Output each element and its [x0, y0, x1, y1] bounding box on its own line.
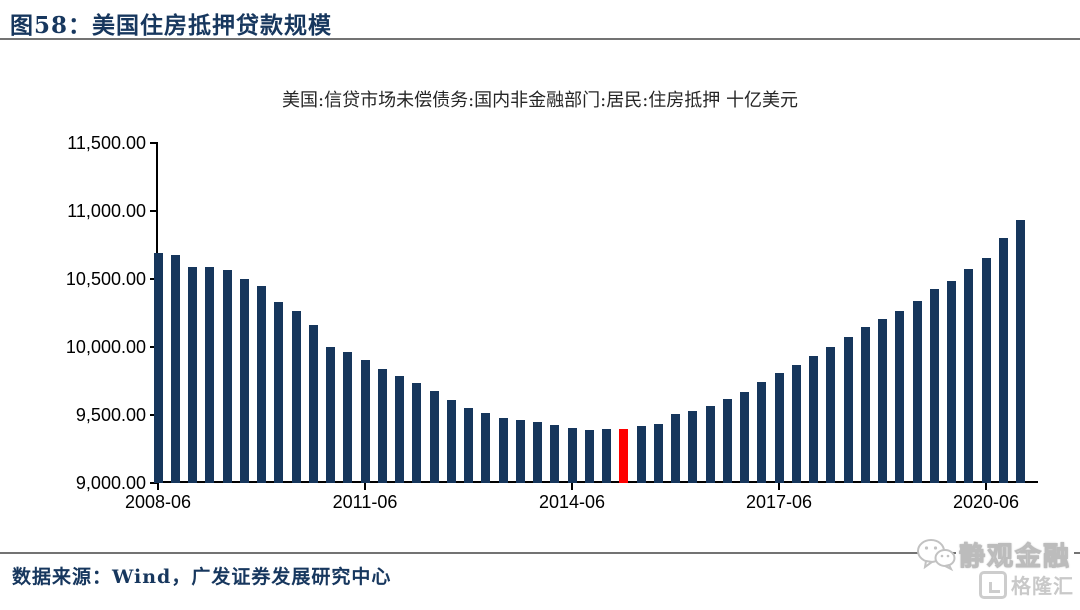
bar: [722, 399, 732, 483]
bar: [740, 392, 749, 483]
bar: [153, 252, 163, 483]
figure-number: 图58：: [10, 12, 93, 39]
bar: [671, 414, 680, 483]
bar: [395, 375, 404, 483]
x-tick: [985, 483, 987, 490]
bar: [791, 364, 801, 483]
bar: [274, 301, 284, 483]
bar: [705, 405, 715, 483]
x-tick-label: 2017-06: [745, 492, 813, 512]
bar: [515, 419, 525, 483]
bar: [998, 238, 1008, 483]
bar: [446, 400, 456, 483]
bar: [429, 390, 439, 483]
bar: [929, 288, 939, 483]
bar: [602, 429, 611, 483]
x-tick-label: 2011-06: [332, 492, 398, 512]
bar: [843, 337, 853, 483]
bar: [774, 372, 784, 483]
y-tick: [150, 210, 157, 213]
x-tick-label: 2014-06: [538, 492, 606, 512]
bar: [550, 425, 560, 483]
bar: [826, 346, 836, 483]
data-source-note: 数据来源：Wind，广发证券发展研究中心: [12, 566, 392, 588]
bar: [308, 324, 318, 483]
x-tick-label: 2020-06: [952, 492, 1020, 512]
gelonghui-icon: [979, 570, 1007, 599]
bar: [1016, 220, 1025, 483]
bar: [464, 408, 473, 483]
gelonghui-logo-text: 格隆汇: [1011, 576, 1074, 598]
bar: [377, 369, 387, 483]
bar: [326, 346, 335, 483]
title-divider: [0, 38, 1080, 40]
bar: [981, 258, 991, 483]
bar: [860, 326, 870, 483]
y-tick-label: 9,500.00: [75, 404, 146, 425]
bar: [222, 269, 232, 483]
bar: [239, 279, 249, 483]
bar: [360, 359, 370, 483]
gelonghui-logo: 格隆汇: [979, 570, 1074, 599]
bar-highlighted: [619, 429, 629, 483]
bar: [878, 318, 887, 483]
bar: [257, 285, 266, 483]
bar: [636, 425, 646, 483]
footer-divider: [0, 552, 1080, 554]
bar: [533, 421, 542, 483]
bar: [498, 418, 508, 483]
y-tick-label: 10,500.00: [65, 269, 146, 290]
x-tick: [157, 483, 159, 490]
bar: [343, 351, 353, 483]
y-tick-label: 10,000.00: [65, 336, 146, 357]
bar: [964, 268, 974, 483]
bar: [584, 430, 594, 483]
wechat-icon: [916, 538, 956, 571]
y-tick-label: 11,000.00: [67, 201, 146, 222]
bar: [653, 424, 663, 483]
x-tick: [778, 483, 780, 490]
y-tick: [150, 142, 157, 145]
y-tick: [150, 481, 157, 484]
chart-series-title: 美国:信贷市场未偿债务:国内非金融部门:居民:住房抵押 十亿美元: [282, 90, 798, 111]
x-tick: [364, 483, 366, 490]
bar: [170, 254, 180, 483]
figure-title: 图58：美国住房抵押贷款规模: [10, 6, 332, 40]
bar: [947, 280, 956, 483]
bar: [205, 267, 215, 483]
bar: [912, 300, 922, 483]
x-axis-line: [154, 481, 1038, 483]
bar: [291, 310, 301, 483]
bar: [481, 412, 491, 483]
y-tick-label: 9,000.00: [75, 472, 146, 493]
y-tick-label: 11,500.00: [67, 133, 146, 154]
x-tick: [571, 483, 573, 490]
bar: [412, 382, 422, 483]
bar: [188, 266, 197, 483]
bar: [688, 411, 698, 483]
watermark: 静观金融: [916, 536, 1074, 573]
bar: [895, 310, 905, 483]
bar: [809, 355, 818, 483]
bar: [757, 381, 767, 483]
x-tick-label: 2008-06: [124, 492, 192, 512]
figure-title-text: 美国住房抵押贷款规模: [92, 12, 333, 39]
bar: [567, 427, 577, 483]
watermark-name: 静观金融: [955, 536, 1074, 573]
